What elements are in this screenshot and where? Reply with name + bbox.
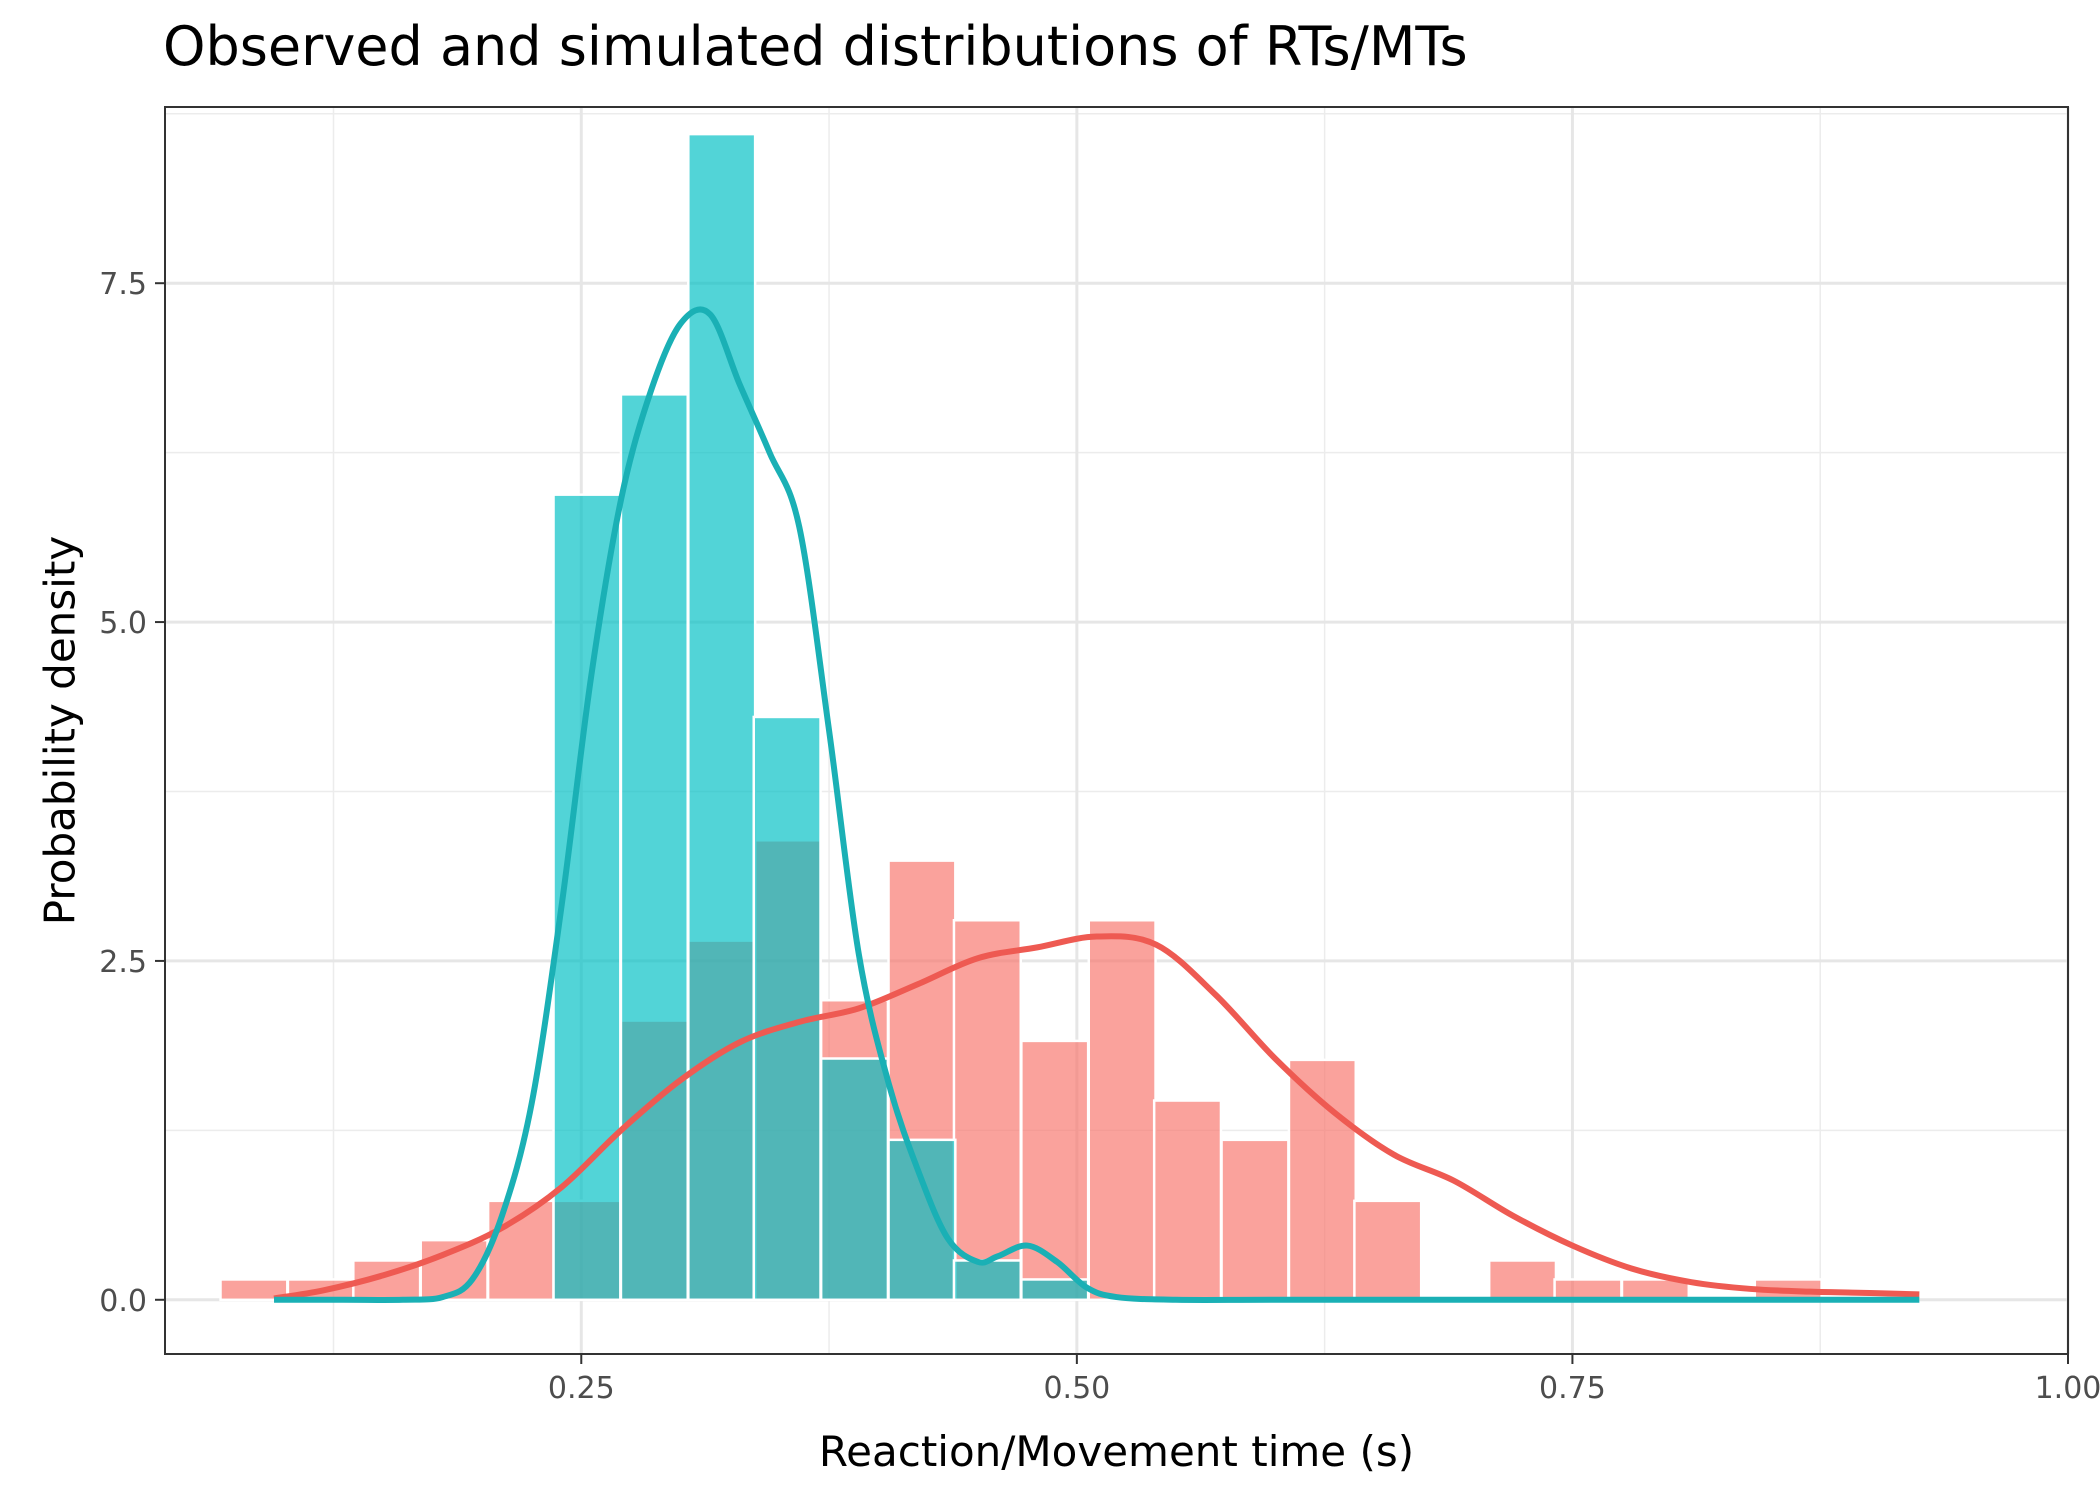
- simulated-histogram: [552, 132, 1090, 1302]
- y-tick-label: 7.5: [99, 267, 147, 302]
- y-tick-label: 2.5: [99, 945, 147, 980]
- observed-density-line: [273, 933, 1920, 1302]
- y-tick-label: 5.0: [99, 606, 147, 641]
- observed-histogram-bar: [1353, 1199, 1423, 1302]
- x-tick-label: 0.50: [1043, 1371, 1110, 1406]
- simulated-density-line: [274, 306, 1920, 1303]
- observed-histogram-bar: [1152, 1099, 1223, 1302]
- chart-title: Observed and simulated distributions of …: [163, 15, 1468, 78]
- x-tick-label: 0.25: [548, 1371, 615, 1406]
- simulated-histogram-bar: [752, 715, 822, 1302]
- observed-histogram: [219, 839, 1823, 1302]
- y-axis-title: Probability density: [36, 536, 85, 925]
- observed-histogram-bar: [1287, 1058, 1358, 1302]
- density-curves: [273, 306, 1920, 1303]
- histogram-bars: [219, 132, 1823, 1302]
- simulated-histogram-bar: [952, 1259, 1023, 1302]
- simulated-histogram-bar: [619, 393, 689, 1302]
- observed-histogram-bar: [1487, 1259, 1558, 1302]
- observed-histogram-bar: [1087, 919, 1157, 1302]
- observed-histogram-bar: [952, 919, 1023, 1302]
- observed-histogram-bar: [1553, 1278, 1623, 1302]
- simulated-histogram-bar: [887, 1138, 957, 1302]
- x-axis-title: Reaction/Movement time (s): [819, 1427, 1414, 1476]
- x-tick-label: 0.75: [1539, 1371, 1606, 1406]
- y-tick-label: 0.0: [99, 1284, 147, 1319]
- axes: 0.25 0.50 0.75 1.00 0.0 2.5 5.0 7.5: [99, 267, 2100, 1406]
- panel-border: [164, 106, 2069, 1355]
- observed-histogram-bar: [1220, 1138, 1290, 1302]
- x-tick-label: 1.00: [2035, 1371, 2100, 1406]
- simulated-histogram-bar: [819, 1057, 890, 1302]
